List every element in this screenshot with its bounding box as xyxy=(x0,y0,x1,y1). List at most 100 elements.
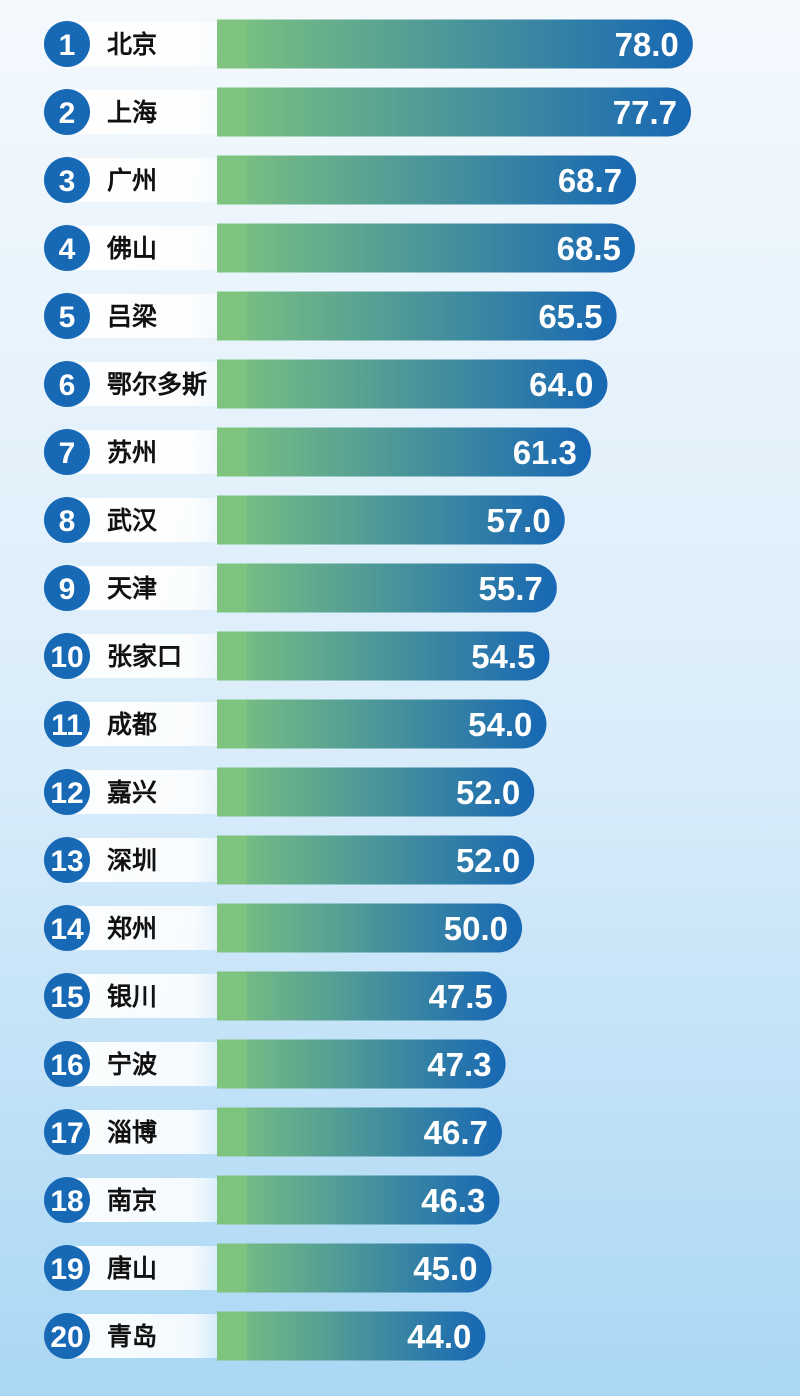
value-label: 57.0 xyxy=(486,502,550,539)
city-name: 鄂尔多斯 xyxy=(107,370,207,399)
rank-number: 20 xyxy=(50,1321,83,1354)
rank-number: 12 xyxy=(50,777,83,810)
rank-number: 10 xyxy=(50,641,83,674)
rank-badge xyxy=(44,905,90,951)
table-row: 15 银川 47.5 xyxy=(44,971,507,1021)
value-label: 64.0 xyxy=(529,366,593,403)
value-label: 47.5 xyxy=(429,978,493,1015)
value-label: 65.5 xyxy=(538,298,602,335)
bar-left-edge xyxy=(217,767,247,817)
bar xyxy=(217,359,608,409)
rank-badge xyxy=(44,89,90,135)
rank-number: 9 xyxy=(59,573,76,606)
bar-left-edge xyxy=(217,1311,247,1361)
city-name: 广州 xyxy=(107,166,157,195)
city-name: 郑州 xyxy=(107,914,157,943)
rank-number: 4 xyxy=(59,233,76,266)
rank-number: 16 xyxy=(50,1049,83,1082)
bar-left-edge xyxy=(217,1175,247,1225)
city-name: 佛山 xyxy=(106,234,157,263)
rank-number: 2 xyxy=(59,97,76,130)
bar-left-edge xyxy=(217,223,247,273)
bar xyxy=(217,1311,486,1361)
value-label: 50.0 xyxy=(444,910,508,947)
rank-badge xyxy=(44,565,90,611)
bar xyxy=(217,699,547,749)
table-row: 19 唐山 45.0 xyxy=(44,1243,492,1293)
table-row: 14 郑州 50.0 xyxy=(44,903,522,953)
rank-badge xyxy=(44,1313,90,1359)
table-row: 12 嘉兴 52.0 xyxy=(44,767,535,817)
bar-left-edge xyxy=(217,19,247,69)
table-row: 7 苏州 61.3 xyxy=(44,427,591,477)
city-name: 张家口 xyxy=(107,642,182,671)
bar-left-edge xyxy=(217,427,247,477)
rank-badge xyxy=(44,293,90,339)
value-label: 46.3 xyxy=(421,1182,485,1219)
bar xyxy=(217,87,691,137)
table-row: 20 青岛 44.0 xyxy=(44,1311,486,1361)
bar xyxy=(217,903,522,953)
value-label: 77.7 xyxy=(613,94,677,131)
rank-number: 11 xyxy=(51,709,83,742)
rank-badge xyxy=(44,1245,90,1291)
rank-badge xyxy=(44,701,90,747)
value-label: 54.5 xyxy=(471,638,535,675)
table-row: 2 上海 77.7 xyxy=(44,87,691,137)
city-name: 嘉兴 xyxy=(107,778,157,807)
city-name: 上海 xyxy=(107,98,157,127)
table-row: 8 武汉 57.0 xyxy=(44,495,565,545)
bar xyxy=(217,427,591,477)
bar xyxy=(217,19,693,69)
rank-number: 17 xyxy=(50,1117,83,1150)
bar xyxy=(217,1107,502,1157)
rank-number: 3 xyxy=(59,165,76,198)
city-name: 成都 xyxy=(107,710,157,739)
table-row: 17 淄博 46.7 xyxy=(44,1107,502,1157)
bar xyxy=(217,291,617,341)
bar xyxy=(217,495,565,545)
bar xyxy=(217,1243,492,1293)
rank-number: 8 xyxy=(59,505,76,538)
bar-left-edge xyxy=(217,87,247,137)
rank-badge xyxy=(44,157,90,203)
rank-badge xyxy=(44,429,90,475)
bar-left-edge xyxy=(217,155,247,205)
rank-badge xyxy=(44,225,90,271)
rank-badge xyxy=(44,21,90,67)
bar xyxy=(217,155,637,205)
rank-number: 7 xyxy=(59,437,76,470)
value-label: 68.5 xyxy=(557,230,621,267)
value-label: 45.0 xyxy=(413,1250,477,1287)
bar xyxy=(217,1175,500,1225)
rank-number: 1 xyxy=(59,29,76,62)
rank-badge xyxy=(44,973,90,1019)
bar xyxy=(217,631,550,681)
table-row: 18 南京 46.3 xyxy=(44,1175,500,1225)
rank-badge xyxy=(44,361,90,407)
table-row: 13 深圳 52.0 xyxy=(44,835,535,885)
city-name: 苏州 xyxy=(107,438,157,467)
table-row: 3 广州 68.7 xyxy=(44,155,637,205)
bar xyxy=(217,1039,506,1089)
city-name: 武汉 xyxy=(107,506,158,535)
city-name: 宁波 xyxy=(107,1050,158,1079)
rank-number: 15 xyxy=(50,981,83,1014)
city-name: 淄博 xyxy=(107,1118,157,1147)
value-label: 52.0 xyxy=(456,842,520,879)
rank-number: 19 xyxy=(50,1253,83,1286)
bar-left-edge xyxy=(217,1243,247,1293)
value-label: 44.0 xyxy=(407,1318,471,1355)
table-row: 10 张家口 54.5 xyxy=(44,631,550,681)
value-label: 54.0 xyxy=(468,706,532,743)
rank-badge xyxy=(44,497,90,543)
table-row: 11 成都 54.0 xyxy=(44,699,547,749)
city-name: 深圳 xyxy=(107,846,157,875)
rank-badge xyxy=(44,769,90,815)
bar xyxy=(217,563,557,613)
rank-number: 13 xyxy=(50,845,83,878)
rank-badge xyxy=(44,1177,90,1223)
rank-number: 5 xyxy=(59,301,76,334)
rank-badge xyxy=(44,1109,90,1155)
